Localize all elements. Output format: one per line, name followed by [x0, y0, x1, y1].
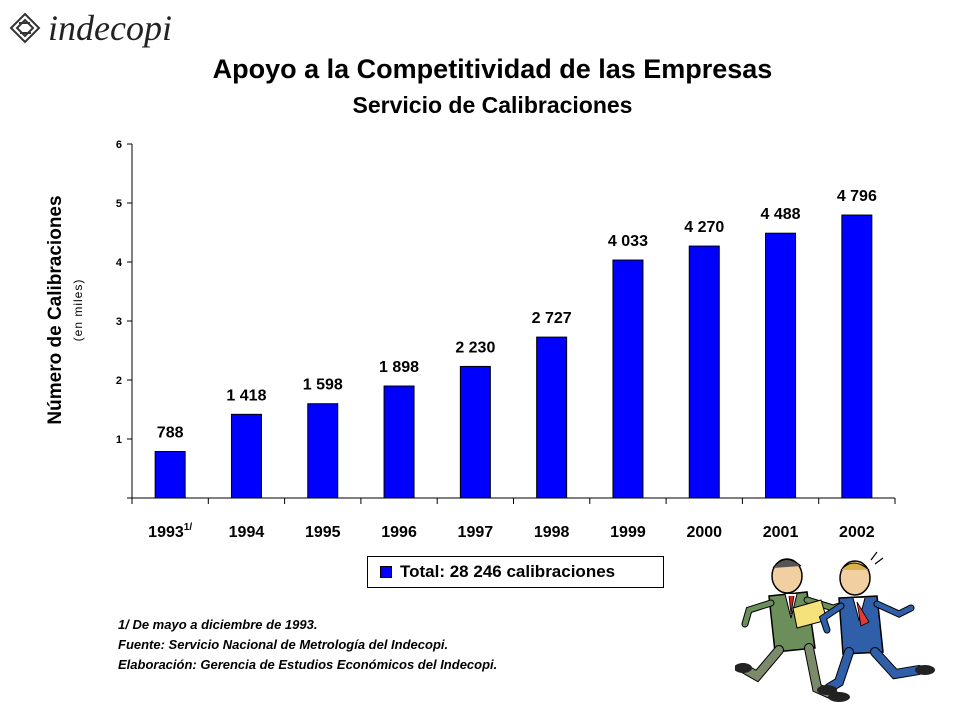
bar	[307, 403, 339, 499]
y-tick-label: 4	[116, 257, 123, 269]
logo: indecopi	[8, 6, 172, 50]
x-tick-label: 1994	[229, 524, 265, 541]
logo-text: indecopi	[48, 8, 172, 48]
data-label: 4 270	[684, 219, 724, 236]
x-tick-label: 2002	[839, 524, 875, 541]
bar	[765, 232, 797, 499]
data-label: 788	[157, 425, 184, 442]
x-tick-label: 2000	[686, 524, 722, 541]
y-tick-label: 5	[116, 198, 122, 210]
y-tick-label: 1	[116, 434, 122, 446]
data-label: 2 727	[532, 310, 572, 327]
chart-title: Apoyo a la Competitividad de las Empresa…	[212, 54, 773, 84]
x-tick-label: 19931/	[148, 522, 192, 541]
indecopi-logo-icon	[9, 12, 41, 44]
x-tick-label: 1996	[381, 524, 417, 541]
x-tick-label: 1999	[610, 524, 646, 541]
x-tick-label: 1995	[305, 524, 341, 541]
footnotes: 1/ De mayo a diciembre de 1993. Fuente: …	[118, 615, 497, 675]
bar	[230, 413, 262, 499]
chart-subtitle: Servicio de Calibraciones	[352, 92, 633, 118]
bar	[688, 245, 720, 499]
bar	[612, 259, 644, 499]
footnote-source: Fuente: Servicio Nacional de Metrología …	[118, 637, 449, 652]
data-label: 2 230	[455, 339, 495, 356]
y-tick-label: 2	[116, 375, 122, 387]
x-tick-label: 1998	[534, 524, 570, 541]
data-label: 4 033	[608, 233, 648, 250]
bar	[154, 451, 186, 499]
footnote-period: 1/ De mayo a diciembre de 1993.	[118, 617, 318, 632]
running-businessmen-illustration	[735, 551, 935, 702]
x-tick-label: 1997	[458, 524, 494, 541]
x-tick-footnote-marker: 1/	[184, 522, 193, 533]
x-tick-label: 2001	[763, 524, 799, 541]
data-label: 4 796	[837, 188, 877, 205]
data-label: 4 488	[761, 206, 801, 223]
bar	[536, 336, 568, 499]
bar	[841, 214, 873, 499]
data-label: 1 598	[303, 377, 343, 394]
footnote-elaboration: Elaboración: Gerencia de Estudios Económ…	[118, 657, 498, 672]
legend-swatch	[380, 566, 392, 578]
y-tick-label: 3	[116, 316, 122, 328]
data-label: 1 898	[379, 359, 419, 376]
bar	[383, 385, 415, 499]
bar	[459, 365, 491, 499]
legend-text: Total: 28 246 calibraciones	[400, 562, 616, 581]
data-label: 1 418	[226, 387, 266, 404]
legend: Total: 28 246 calibraciones	[367, 556, 664, 588]
y-tick-label: 6	[116, 139, 122, 151]
